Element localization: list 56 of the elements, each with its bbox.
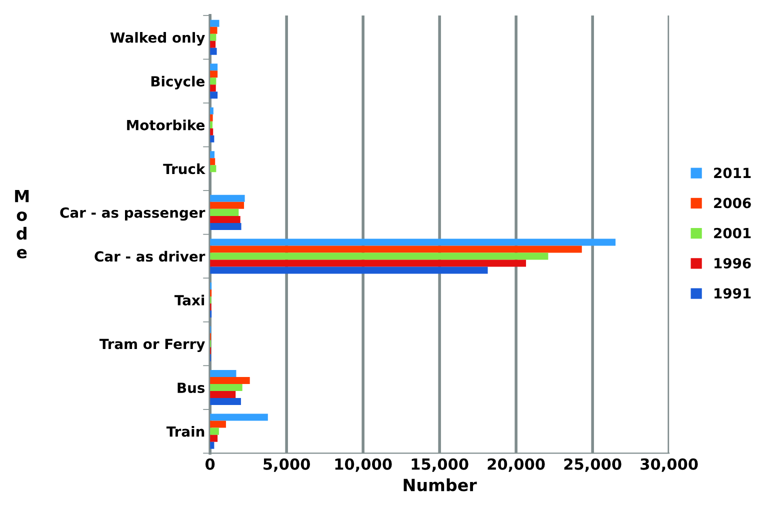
bar (210, 20, 220, 27)
y-tick-label: Bicycle (151, 76, 205, 90)
bar (210, 222, 242, 230)
bar (210, 165, 216, 172)
y-tick-label: Truck (163, 163, 206, 174)
y-tick-label: Taxi (174, 294, 204, 306)
bar (210, 114, 213, 122)
x-axis-title: Number (404, 478, 477, 492)
x-tick-label: 30,000 (640, 458, 698, 472)
bar (210, 434, 218, 442)
legend-label: 1991 (714, 288, 751, 299)
bar (210, 194, 245, 202)
x-tick-label: 20,000 (488, 458, 545, 472)
bar (210, 238, 616, 246)
legend-label: 1996 (714, 258, 751, 268)
bar (210, 246, 582, 253)
y-tick-label: Car - as passenger (60, 207, 206, 221)
x-tick-label: 15,000 (412, 458, 468, 472)
bar (210, 414, 268, 421)
bar (210, 216, 240, 223)
bar (210, 266, 488, 274)
bar (210, 78, 216, 85)
y-tick-label: Tram or Ferry (99, 338, 205, 352)
bar (210, 92, 218, 99)
bar (210, 208, 239, 216)
legend-label: 2001 (714, 228, 751, 238)
y-tick-label: Motorbike (127, 120, 205, 130)
y-tick-label: Bus (178, 382, 205, 394)
x-tick-label: 5,000 (264, 458, 310, 472)
bar (210, 84, 216, 92)
bar (210, 420, 226, 428)
x-tick-label: 25,000 (564, 458, 622, 472)
bar (210, 48, 217, 55)
bar (210, 391, 236, 398)
bar (210, 64, 218, 71)
legend-label: 2006 (714, 198, 751, 208)
y-tick-label: Walked only (110, 32, 205, 46)
bar (210, 202, 244, 209)
bar (210, 26, 218, 34)
bar (210, 377, 250, 384)
legend-label: 2011 (714, 168, 751, 178)
x-tick-label: 0 (205, 458, 215, 470)
y-axis-title: Mode (15, 190, 29, 258)
bar (210, 384, 242, 392)
x-tick-label: 10,000 (335, 458, 392, 472)
bar (210, 40, 216, 48)
bar (210, 398, 241, 406)
bar (210, 70, 218, 78)
bar (210, 151, 214, 158)
bar (210, 428, 219, 435)
bar (210, 34, 216, 41)
bar (210, 260, 526, 267)
bar (210, 252, 548, 260)
y-tick-label: Train (166, 426, 204, 437)
y-tick-label: Car - as driver (94, 250, 206, 262)
bar (210, 370, 236, 378)
